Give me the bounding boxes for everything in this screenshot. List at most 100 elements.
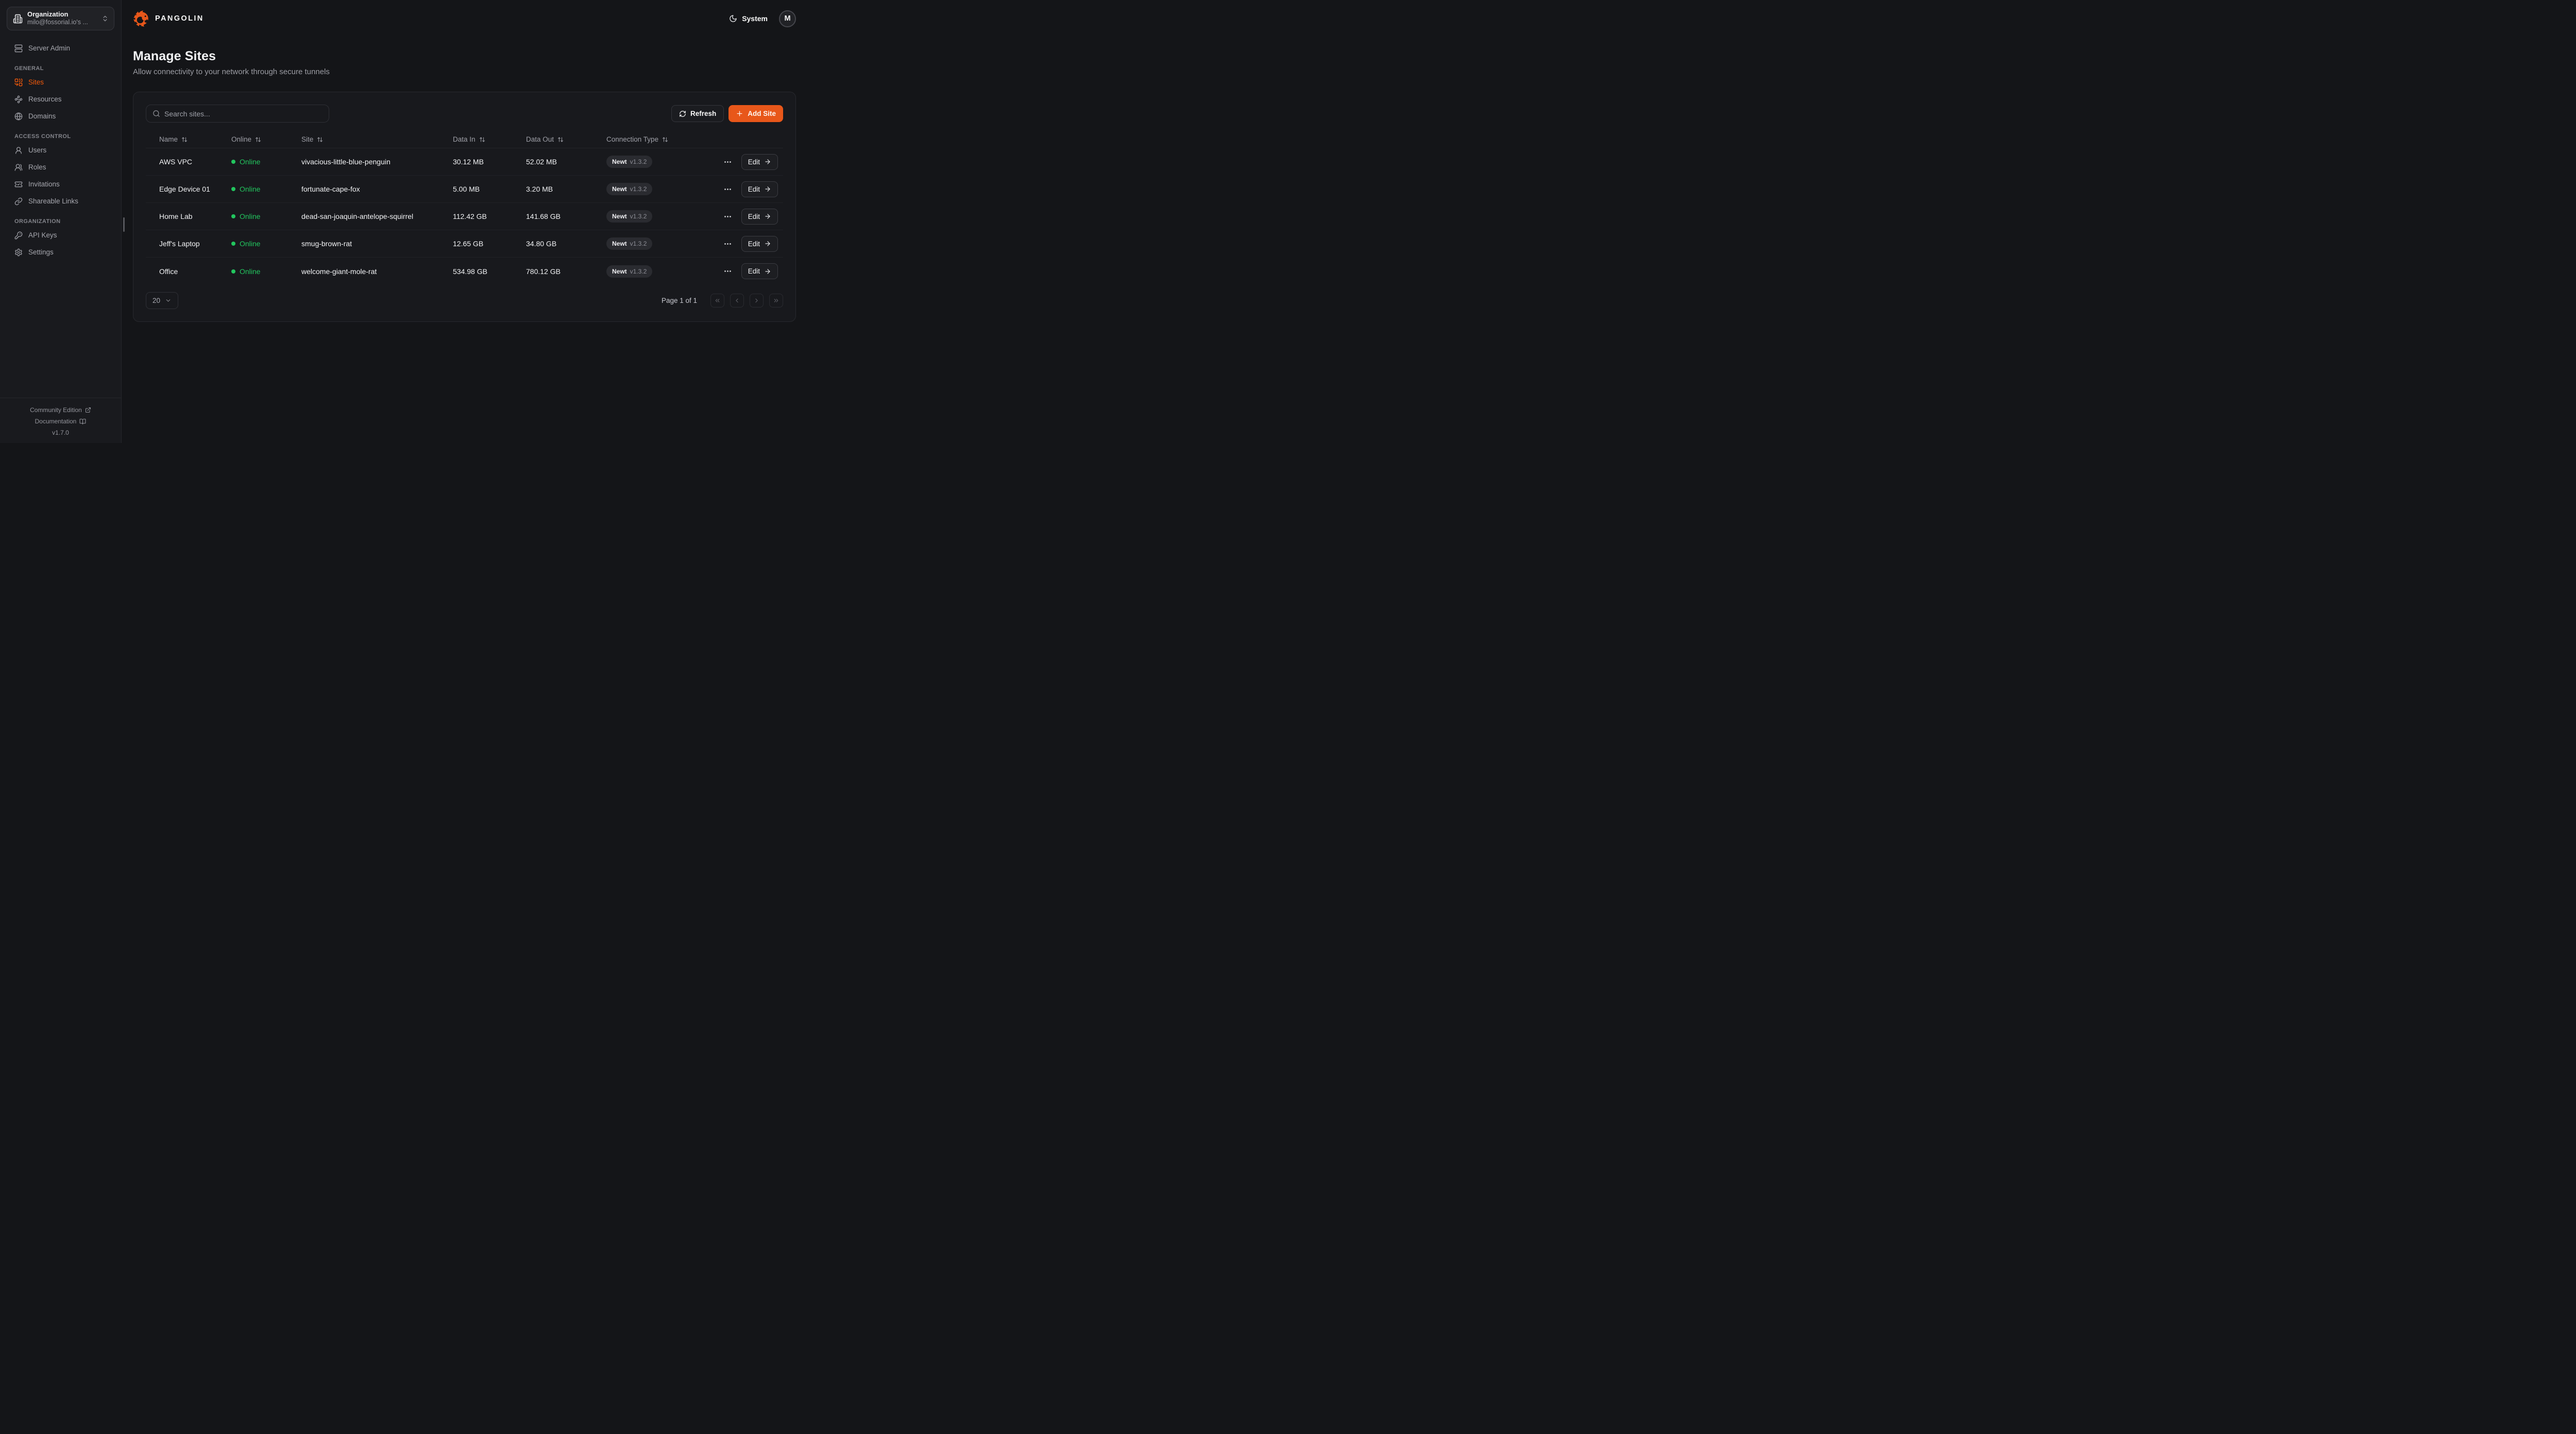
brand: PANGOLIN [133,10,204,27]
site-tunnel-name: smug-brown-rat [301,240,352,248]
edit-button[interactable]: Edit [741,208,778,225]
row-menu-button[interactable] [722,184,733,195]
online-dot-icon [231,269,235,274]
sidebar-item-users[interactable]: Users [7,143,114,157]
sidebar-item-label: Users [28,146,47,154]
server-icon [14,44,23,53]
combine-icon [14,78,23,87]
chevron-down-icon [165,297,172,304]
section-label-access-control: ACCESS CONTROL [14,133,71,140]
sidebar-item-label: Invitations [28,180,60,188]
column-header-connection-type[interactable]: Connection Type [593,135,717,143]
site-tunnel-name: vivacious-little-blue-penguin [301,158,391,166]
sites-card: Refresh Add Site Name Online [133,92,796,322]
pagination: 20 Page 1 of 1 [146,292,783,309]
sidebar-item-label: Shareable Links [28,197,78,205]
community-edition-label: Community Edition [30,406,82,414]
online-dot-icon [231,214,235,218]
sidebar-item-api-keys[interactable]: API Keys [7,228,114,242]
column-header-online[interactable]: Online [218,135,288,143]
arrow-right-icon [764,240,771,247]
sidebar-item-shareable-links[interactable]: Shareable Links [7,194,114,208]
edit-button[interactable]: Edit [741,181,778,197]
page-size-select[interactable]: 20 [146,292,178,309]
status-badge: Online [231,267,288,276]
community-edition-link[interactable]: Community Edition [0,404,121,416]
online-dot-icon [231,160,235,164]
refresh-icon [679,110,686,117]
data-out-value: 780.12 GB [526,267,561,276]
data-out-value: 3.20 MB [526,185,553,193]
moon-icon [729,14,737,23]
edit-button[interactable]: Edit [741,153,778,170]
table-row: AWS VPC Online vivacious-little-blue-pen… [146,148,783,176]
sidebar-item-server-admin[interactable]: Server Admin [7,41,114,55]
theme-toggle[interactable]: System [729,14,768,23]
next-page-button[interactable] [750,294,764,308]
sidebar-item-sites[interactable]: Sites [7,75,114,89]
link-icon [14,197,23,206]
edit-button[interactable]: Edit [741,235,778,252]
sort-icon [255,136,261,143]
ticket-check-icon [14,180,23,189]
connection-type-badge: Newt v1.3.2 [606,237,653,250]
external-link-icon [85,407,91,413]
sort-icon [662,136,668,143]
refresh-button[interactable]: Refresh [671,105,724,122]
search-input[interactable] [164,109,324,118]
column-header-data-in[interactable]: Data In [439,135,513,143]
brand-wordmark: PANGOLIN [155,14,204,23]
org-selector-title: Organization [27,10,69,19]
site-name: Jeff's Laptop [159,240,200,248]
last-page-button[interactable] [769,294,783,308]
org-selector[interactable]: Organization milo@fossorial.io's ... [7,7,114,30]
sort-icon [479,136,485,143]
site-tunnel-name: fortunate-cape-fox [301,185,360,193]
documentation-label: Documentation [35,418,77,425]
row-menu-button[interactable] [722,238,733,249]
site-name: Home Lab [159,212,193,220]
row-menu-button[interactable] [722,157,733,167]
sidebar-item-roles[interactable]: Roles [7,160,114,174]
column-header-site[interactable]: Site [288,135,439,143]
gear-icon [14,248,23,257]
app-version: v1.7.0 [52,429,69,436]
users-icon [14,163,23,172]
column-header-name[interactable]: Name [146,135,218,143]
table-row: Office Online welcome-giant-mole-rat 534… [146,258,783,285]
arrow-right-icon [764,268,771,275]
avatar[interactable]: M [779,10,796,27]
row-menu-button[interactable] [722,211,733,222]
previous-page-button[interactable] [730,294,744,308]
online-dot-icon [231,187,235,191]
add-site-button[interactable]: Add Site [728,105,783,122]
sort-icon [181,136,188,143]
plus-icon [736,110,743,117]
row-menu-button[interactable] [722,266,733,277]
avatar-initial: M [784,14,791,23]
data-in-value: 5.00 MB [453,185,480,193]
documentation-link[interactable]: Documentation [0,416,121,427]
connection-type-badge: Newt v1.3.2 [606,156,653,168]
sidebar-scrollbar[interactable] [123,217,125,232]
sidebar-item-label: Resources [28,95,62,103]
sidebar-item-settings[interactable]: Settings [7,245,114,259]
table-row: Home Lab Online dead-san-joaquin-antelop… [146,203,783,230]
column-header-data-out[interactable]: Data Out [513,135,593,143]
add-site-label: Add Site [748,110,776,117]
sidebar-item-domains[interactable]: Domains [7,109,114,123]
key-icon [14,231,23,240]
site-tunnel-name: dead-san-joaquin-antelope-squirrel [301,212,414,220]
sidebar-item-invitations[interactable]: Invitations [7,177,114,191]
edit-button[interactable]: Edit [741,263,778,279]
sidebar-item-label: Server Admin [28,44,71,52]
sidebar-item-resources[interactable]: Resources [7,92,114,106]
data-out-value: 52.02 MB [526,158,557,166]
sort-icon [557,136,564,143]
first-page-button[interactable] [710,294,724,308]
sort-icon [317,136,323,143]
data-in-value: 534.98 GB [453,267,487,276]
card-toolbar: Refresh Add Site [146,105,783,123]
site-tunnel-name: welcome-giant-mole-rat [301,267,377,276]
sidebar: Organization milo@fossorial.io's ... Ser… [0,0,122,443]
